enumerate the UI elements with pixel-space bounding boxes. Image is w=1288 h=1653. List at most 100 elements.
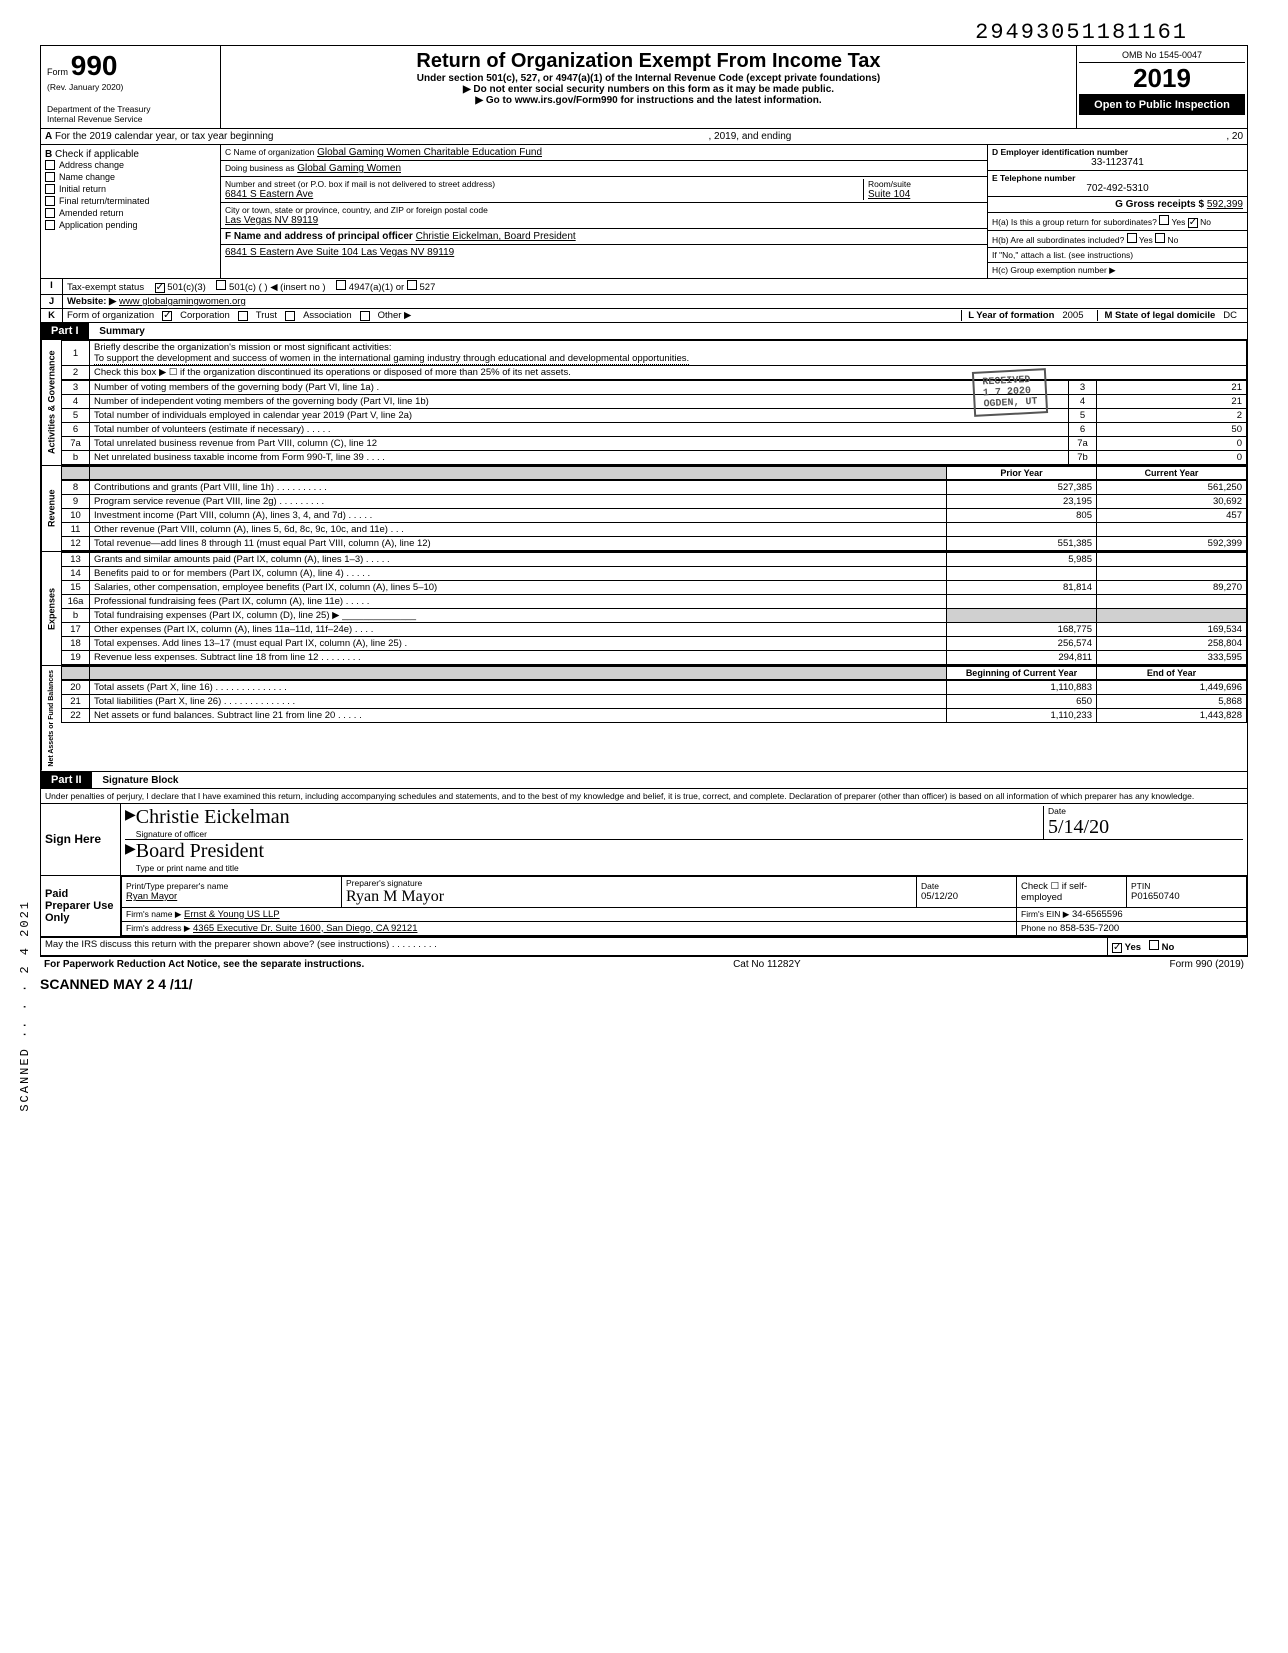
current-year-value bbox=[1097, 609, 1247, 623]
ha-yes-checkbox[interactable] bbox=[1159, 215, 1169, 225]
arrow-icon-2: ▶ bbox=[125, 840, 136, 873]
b-checkbox-3[interactable] bbox=[45, 196, 55, 206]
line-number: 6 bbox=[62, 423, 90, 437]
b-check-label: Initial return bbox=[59, 184, 106, 194]
k-trust: Trust bbox=[256, 310, 277, 321]
sig-date: 5/14/20 bbox=[1048, 816, 1243, 839]
scanned-vertical: SCANNED ·· · · 2 4 2021 bbox=[18, 900, 32, 1112]
line-text: Total assets (Part X, line 16) . . . . .… bbox=[90, 681, 947, 695]
current-year-value: 258,804 bbox=[1097, 637, 1247, 651]
b-checkbox-5[interactable] bbox=[45, 220, 55, 230]
line-ref: 7a bbox=[1069, 437, 1097, 451]
current-year-value bbox=[1097, 595, 1247, 609]
k-other-checkbox[interactable] bbox=[360, 311, 370, 321]
current-year-value bbox=[1097, 553, 1247, 567]
line-text: Net unrelated business taxable income fr… bbox=[90, 451, 1069, 465]
line-text: Benefits paid to or for members (Part IX… bbox=[90, 567, 947, 581]
tax-year: 2019 bbox=[1079, 63, 1245, 95]
may-irs-yes-checkbox[interactable] bbox=[1112, 943, 1122, 953]
line-value: 21 bbox=[1097, 395, 1247, 409]
k-assoc-checkbox[interactable] bbox=[285, 311, 295, 321]
b-checkbox-2[interactable] bbox=[45, 184, 55, 194]
b-check-item: Amended return bbox=[45, 208, 216, 218]
i-501c-checkbox[interactable] bbox=[216, 280, 226, 290]
d-value: 33-1123741 bbox=[992, 157, 1243, 168]
line-number: 14 bbox=[62, 567, 90, 581]
b-check-item: Address change bbox=[45, 160, 216, 170]
activities-governance-label: Activities & Governance bbox=[41, 340, 61, 465]
line1-label: Briefly describe the organization's miss… bbox=[94, 342, 392, 353]
hb-no-checkbox[interactable] bbox=[1155, 233, 1165, 243]
scanned-stamp: SCANNED MAY 2 4 /11/ bbox=[40, 976, 1248, 992]
officer-signature: Christie Eickelman bbox=[136, 806, 1043, 829]
prep-date: 05/12/20 bbox=[921, 891, 958, 902]
hb-note: If "No," attach a list. (see instruction… bbox=[988, 248, 1247, 263]
line-text: Number of voting members of the governin… bbox=[90, 381, 1069, 395]
k-trust-checkbox[interactable] bbox=[238, 311, 248, 321]
line-value: 2 bbox=[1097, 409, 1247, 423]
part1-label: Part I bbox=[41, 323, 89, 339]
section-identity: B Check if applicable Address changeName… bbox=[40, 145, 1248, 279]
line-number: 8 bbox=[62, 481, 90, 495]
current-year-header: Current Year bbox=[1097, 467, 1247, 480]
cat-no: Cat No 11282Y bbox=[733, 959, 801, 970]
line-text: Net assets or fund balances. Subtract li… bbox=[90, 709, 947, 723]
current-year-value: 30,692 bbox=[1097, 495, 1247, 509]
subtitle-2: ▶ Do not enter social security numbers o… bbox=[225, 84, 1072, 95]
i-501c3-checkbox[interactable] bbox=[155, 283, 165, 293]
prior-year-value: 81,814 bbox=[947, 581, 1097, 595]
row-a-mid: , 2019, and ending bbox=[708, 131, 791, 142]
prior-year-value: 23,195 bbox=[947, 495, 1097, 509]
f-label: F Name and address of principal officer bbox=[225, 231, 413, 242]
line-text: Contributions and grants (Part VIII, lin… bbox=[90, 481, 947, 495]
c-city: Las Vegas NV 89119 bbox=[225, 215, 318, 226]
prior-year-value bbox=[947, 523, 1097, 537]
i-4947-checkbox[interactable] bbox=[336, 280, 346, 290]
paperwork-notice: For Paperwork Reduction Act Notice, see … bbox=[44, 959, 364, 970]
expenses-label: Expenses bbox=[41, 552, 61, 665]
form-number: 990 bbox=[71, 50, 118, 81]
c-room-label: Room/suite bbox=[868, 179, 983, 189]
k-l-label: L Year of formation bbox=[968, 310, 1054, 321]
form-label: Form bbox=[47, 67, 68, 77]
net-assets-label: Net Assets or Fund Balances bbox=[41, 666, 61, 771]
part1-header-row: Part I Summary bbox=[40, 323, 1248, 340]
line-text: Total expenses. Add lines 13–17 (must eq… bbox=[90, 637, 947, 651]
k-m-val: DC bbox=[1223, 310, 1237, 321]
k-l-val: 2005 bbox=[1062, 310, 1083, 321]
line-ref: 6 bbox=[1069, 423, 1097, 437]
line-number: 21 bbox=[62, 695, 90, 709]
firm-ein: 34-6565596 bbox=[1072, 909, 1123, 920]
prior-year-value: 1,110,233 bbox=[947, 709, 1097, 723]
i-label: I bbox=[41, 279, 63, 294]
begin-year-header: Beginning of Current Year bbox=[947, 667, 1097, 680]
sign-here-label: Sign Here bbox=[41, 804, 121, 875]
line-text: Other revenue (Part VIII, column (A), li… bbox=[90, 523, 947, 537]
line-number: 9 bbox=[62, 495, 90, 509]
b-check-item: Application pending bbox=[45, 220, 216, 230]
i-501c: 501(c) ( bbox=[229, 282, 262, 293]
row-i: I Tax-exempt status 501(c)(3) 501(c) ( )… bbox=[40, 279, 1248, 295]
b-checkbox-0[interactable] bbox=[45, 160, 55, 170]
line-text: Grants and similar amounts paid (Part IX… bbox=[90, 553, 947, 567]
line-number: 7a bbox=[62, 437, 90, 451]
b-check-label: Application pending bbox=[59, 220, 138, 230]
subtitle-3: ▶ Go to www.irs.gov/Form990 for instruct… bbox=[225, 95, 1072, 106]
firm-ein-label: Firm's EIN ▶ bbox=[1021, 909, 1069, 919]
k-corp-checkbox[interactable] bbox=[162, 311, 172, 321]
b-checkbox-1[interactable] bbox=[45, 172, 55, 182]
may-irs-no-checkbox[interactable] bbox=[1149, 940, 1159, 950]
i-527-checkbox[interactable] bbox=[407, 280, 417, 290]
paid-preparer-label: Paid Preparer Use Only bbox=[41, 876, 121, 936]
scan-number: 29493051181161 bbox=[40, 20, 1248, 45]
form-dept: Department of the Treasury bbox=[47, 104, 214, 114]
c-dba: Global Gaming Women bbox=[297, 163, 401, 174]
line-number: 10 bbox=[62, 509, 90, 523]
footer-row: For Paperwork Reduction Act Notice, see … bbox=[40, 956, 1248, 972]
line-number: 19 bbox=[62, 651, 90, 665]
b-check-label: Address change bbox=[59, 160, 124, 170]
ha-no-checkbox[interactable] bbox=[1188, 218, 1198, 228]
line-text: Total revenue—add lines 8 through 11 (mu… bbox=[90, 537, 947, 551]
b-checkbox-4[interactable] bbox=[45, 208, 55, 218]
hb-yes-checkbox[interactable] bbox=[1127, 233, 1137, 243]
